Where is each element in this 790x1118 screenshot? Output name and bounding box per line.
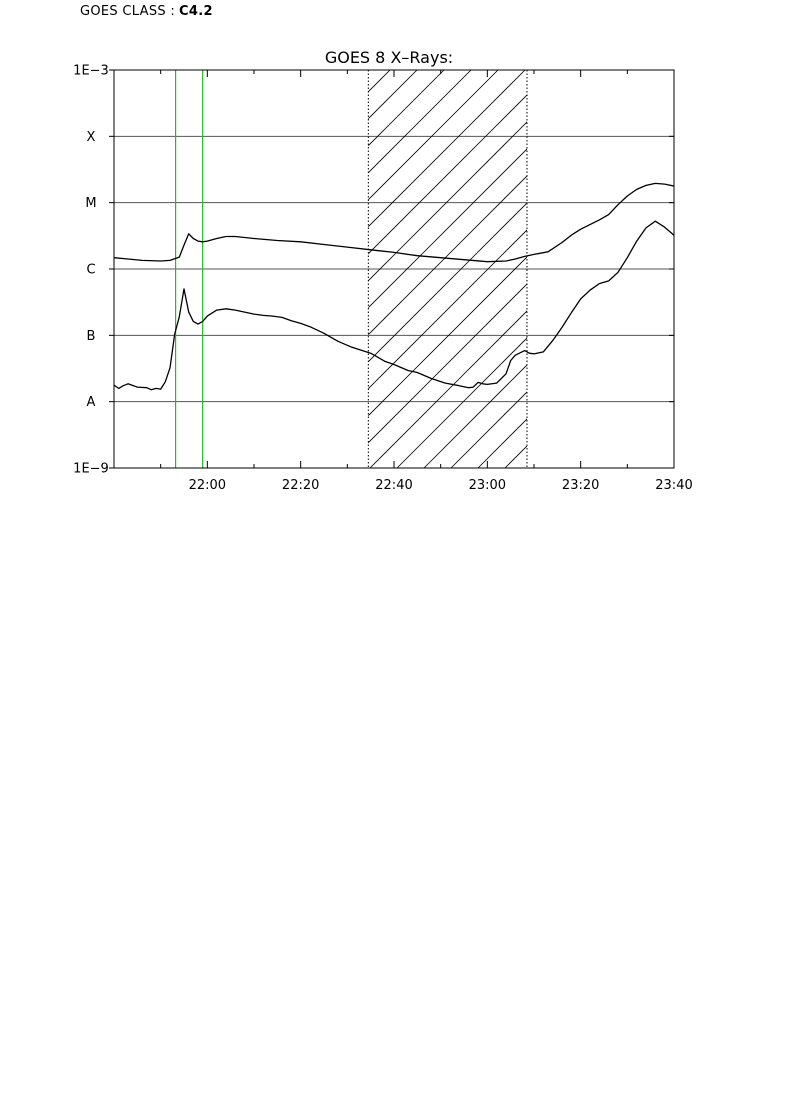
y-class-label-6: 1E−9	[73, 462, 109, 477]
x-tick-label-3: 23:00	[469, 478, 506, 493]
y-class-label-3: C	[86, 263, 95, 278]
x-tick-label-1: 22:20	[282, 478, 319, 493]
flux-curve-1	[114, 220, 674, 391]
grid-lines	[114, 135, 674, 403]
y-class-label-2: M	[85, 196, 96, 211]
flux-curves	[114, 182, 674, 391]
y-class-label-1: X	[87, 130, 96, 145]
flux-curve-0	[114, 182, 674, 263]
y-class-label-4: B	[87, 329, 96, 344]
x-tick-label-2: 22:40	[375, 478, 412, 493]
y-class-label-0: 1E−3	[73, 64, 109, 79]
goes-class-value: C4.2	[179, 4, 213, 19]
x-tick-label-0: 22:00	[189, 478, 226, 493]
goes-class-line: GOES CLASS : C4.2	[80, 4, 213, 19]
green-markers	[175, 70, 204, 468]
y-class-labels: 1E−3 X M C B A 1E−9	[73, 64, 109, 477]
x-tick-label-4: 23:20	[562, 478, 599, 493]
goes-xray-chart: GOES 8 X–Rays: 22:00 22:20 22:40 23:00 23:20…	[73, 48, 693, 493]
y-class-label-5: A	[87, 395, 96, 410]
x-tick-label-5: 23:40	[655, 478, 692, 493]
x-tick-labels: 22:00 22:20 22:40 23:00 23:20 23:40	[189, 478, 693, 493]
axis-ticks	[109, 69, 674, 469]
chart-title: GOES 8 X–Rays:	[325, 48, 453, 67]
hatched-region	[367, 70, 528, 468]
goes-class-label: GOES CLASS :	[80, 4, 176, 19]
hatch-pattern	[368, 70, 528, 468]
